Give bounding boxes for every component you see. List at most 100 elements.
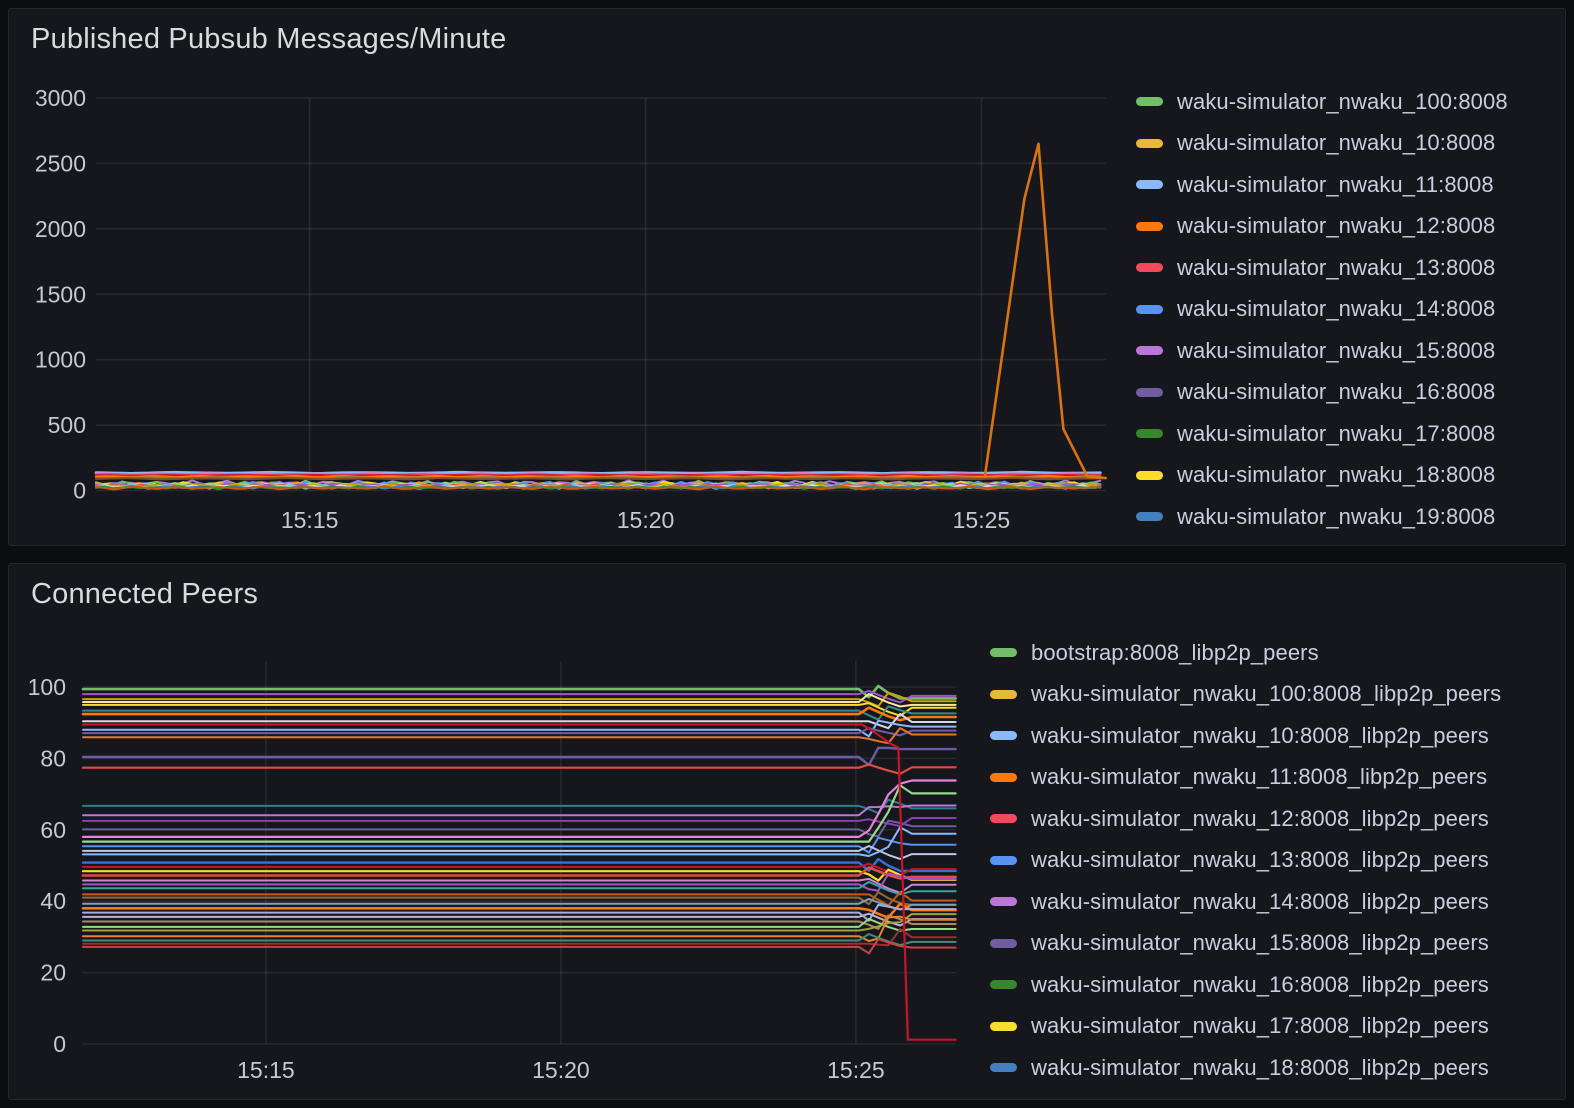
series-line[interactable] [82, 915, 957, 942]
legend-item[interactable]: waku-simulator_nwaku_10:8008 [1136, 123, 1560, 165]
series-line[interactable] [82, 897, 957, 911]
series-line[interactable] [81, 763, 957, 775]
legend-item[interactable]: waku-simulator_nwaku_14:8008 [1136, 289, 1560, 331]
legend-item[interactable]: waku-simulator_nwaku_17:8008 [1136, 413, 1560, 455]
series-line[interactable] [82, 912, 957, 927]
legend-item[interactable]: bootstrap:8008_libp2p_peers [990, 632, 1560, 674]
y-tick-label: 1000 [35, 347, 86, 373]
series-line[interactable] [81, 857, 957, 873]
legend-item[interactable]: waku-simulator_nwaku_11:8008_libp2p_peer… [990, 757, 1560, 799]
series-line[interactable] [81, 902, 957, 920]
legend-item[interactable]: waku-simulator_nwaku_15:8008_libp2p_peer… [990, 923, 1560, 965]
series-line[interactable] [81, 706, 957, 722]
series-label: waku-simulator_nwaku_14:8008 [1177, 296, 1496, 322]
panel-title[interactable]: Connected Peers [31, 578, 259, 610]
legend-item[interactable]: waku-simulator_nwaku_18:8008 [1136, 455, 1560, 497]
y-tick-label: 0 [73, 478, 86, 504]
series-color-swatch [1136, 304, 1163, 314]
series-label: waku-simulator_nwaku_19:8008 [1177, 503, 1496, 529]
x-tick-label: 15:15 [281, 507, 339, 533]
series-line[interactable] [82, 727, 957, 745]
series-line[interactable] [82, 938, 957, 955]
y-tick-label: 1500 [35, 281, 86, 307]
legend-item[interactable]: waku-simulator_nwaku_15:8008 [1136, 330, 1560, 372]
series-line[interactable] [82, 798, 957, 815]
legend-item[interactable]: waku-simulator_nwaku_11:8008 [1136, 164, 1560, 206]
series-line[interactable] [82, 804, 957, 817]
series-label: waku-simulator_nwaku_15:8008 [1177, 337, 1496, 363]
legend-item[interactable]: waku-simulator_nwaku_13:8008 [1136, 247, 1560, 289]
series-line[interactable] [82, 913, 957, 932]
legend-item[interactable]: waku-simulator_nwaku_12:8008_libp2p_peer… [990, 798, 1560, 840]
series-label: waku-simulator_nwaku_18:8008_libp2p_peer… [1031, 1054, 1489, 1080]
series-color-swatch [990, 731, 1017, 741]
series-line[interactable] [82, 713, 957, 730]
series-color-swatch [1136, 138, 1163, 148]
series-line[interactable] [82, 903, 957, 922]
series-color-swatch [990, 980, 1017, 990]
legend-item[interactable]: waku-simulator_nwaku_12:8008 [1136, 206, 1560, 248]
series-line[interactable] [82, 862, 957, 877]
series-line-drop[interactable] [81, 723, 957, 1041]
series-line[interactable] [82, 826, 957, 857]
series-line[interactable] [82, 933, 957, 947]
series-label: waku-simulator_nwaku_10:8008_libp2p_peer… [1031, 722, 1489, 748]
legend-item[interactable]: waku-simulator_nwaku_16:8008_libp2p_peer… [990, 964, 1560, 1006]
series-line[interactable] [81, 684, 957, 700]
series-line[interactable] [82, 845, 957, 860]
series-color-swatch [1136, 470, 1163, 480]
panel-title[interactable]: Published Pubsub Messages/Minute [31, 23, 507, 55]
legend-item[interactable]: waku-simulator_nwaku_16:8008 [1136, 372, 1560, 414]
legend-item[interactable]: waku-simulator_nwaku_19:8008 [1136, 496, 1560, 538]
series-color-swatch [1136, 512, 1163, 522]
series-label: waku-simulator_nwaku_16:8008_libp2p_peer… [1031, 971, 1489, 997]
series-label: waku-simulator_nwaku_13:8008 [1177, 254, 1496, 280]
series-label: waku-simulator_nwaku_11:8008 [1177, 171, 1494, 197]
series-line[interactable] [82, 819, 957, 838]
series-color-swatch [990, 772, 1017, 782]
legend: waku-simulator_nwaku_100:8008 waku-simula… [1136, 81, 1560, 538]
series-line-spike[interactable] [983, 142, 1107, 480]
series-line[interactable] [95, 477, 1102, 481]
y-tick-label: 3000 [35, 85, 86, 111]
legend-item[interactable]: waku-simulator_nwaku_100:8008_libp2p_pee… [990, 674, 1560, 716]
legend-item[interactable]: waku-simulator_nwaku_17:8008_libp2p_peer… [990, 1006, 1560, 1048]
y-tick-label: 2500 [35, 150, 86, 176]
x-tick-label: 15:20 [532, 1057, 590, 1083]
series-line[interactable] [82, 891, 957, 907]
legend-item[interactable]: waku-simulator_nwaku_13:8008_libp2p_peer… [990, 840, 1560, 882]
y-tick-label: 40 [40, 888, 66, 914]
series-label: waku-simulator_nwaku_11:8008_libp2p_peer… [1031, 764, 1488, 790]
connected-peers-chart[interactable]: 0 20 40 60 80 100 15:15 15:20 15:25 [9, 564, 1567, 1101]
x-tick-label: 15:15 [237, 1057, 295, 1083]
series-line[interactable] [82, 928, 957, 947]
series-line[interactable] [82, 689, 957, 704]
series-label: waku-simulator_nwaku_10:8008 [1177, 130, 1496, 156]
series-line[interactable] [82, 836, 957, 854]
pubsub-messages-chart[interactable]: 0 500 1000 1500 2000 2500 3000 15:15 15:20 15:25 [9, 9, 1567, 547]
legend-item[interactable]: waku-simulator_nwaku_10:8008_libp2p_peer… [990, 715, 1560, 757]
series-line[interactable] [82, 817, 957, 828]
series-line[interactable] [81, 784, 957, 843]
series-line[interactable] [81, 746, 957, 767]
series-color-swatch [990, 938, 1017, 948]
series-color-swatch [1136, 97, 1163, 107]
series-line[interactable] [82, 873, 957, 892]
series-line[interactable] [82, 727, 957, 737]
legend-item[interactable]: waku-simulator_nwaku_14:8008_libp2p_peer… [990, 881, 1560, 923]
legend-item[interactable]: waku-simulator_nwaku_100:8008 [1136, 81, 1560, 123]
legend-item[interactable]: waku-simulator_nwaku_18:8008_libp2p_peer… [990, 1047, 1560, 1089]
series-line[interactable] [82, 914, 957, 930]
series-line[interactable] [95, 479, 1102, 488]
series-line[interactable] [95, 485, 1102, 491]
series-color-swatch [990, 1021, 1017, 1031]
series-line[interactable] [82, 693, 957, 708]
series-line[interactable] [82, 877, 957, 894]
series-line[interactable] [82, 719, 957, 738]
series-line[interactable] [82, 880, 957, 896]
series-label: waku-simulator_nwaku_100:8008 [1177, 88, 1508, 114]
series-line[interactable] [81, 779, 957, 838]
series-line[interactable] [82, 702, 957, 717]
series-line[interactable] [81, 866, 957, 880]
x-tick-label: 15:20 [617, 507, 675, 533]
